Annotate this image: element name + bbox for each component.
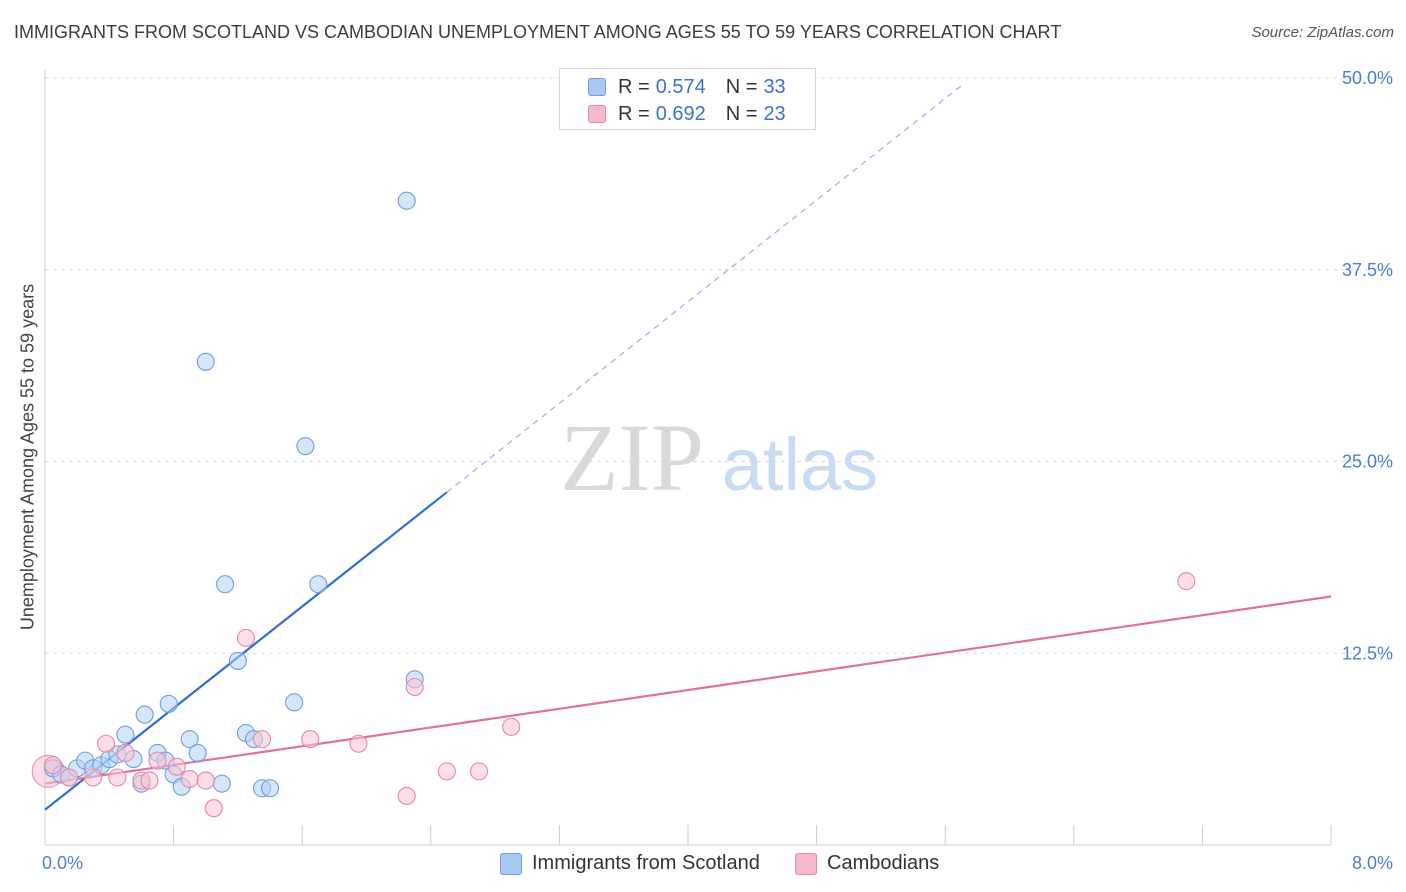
source-label: Source: ZipAtlas.com: [1251, 24, 1394, 41]
point-cambodians: [301, 730, 320, 749]
point-scotland: [188, 743, 207, 763]
scotland-swatch: [588, 78, 606, 96]
point-scotland: [397, 191, 416, 210]
n-value-scotland: 33: [763, 75, 786, 98]
point-cambodians: [437, 762, 456, 781]
chart-title: IMMIGRANTS FROM SCOTLAND VS CAMBODIAN UN…: [14, 22, 1062, 42]
x-tick-label: 8.0%: [1352, 853, 1393, 873]
y-tick-label: 25.0%: [1342, 452, 1393, 472]
point-scotland: [212, 774, 231, 793]
point-scotland: [260, 779, 280, 798]
y-tick-label: 37.5%: [1342, 260, 1393, 280]
point-cambodians: [167, 757, 186, 776]
point-scotland: [180, 730, 199, 749]
point-cambodians: [140, 771, 159, 790]
x-tick-label: 0.0%: [42, 853, 83, 873]
point-cambodians: [397, 786, 416, 805]
data-points: [31, 191, 1196, 818]
point-cambodians: [108, 768, 127, 787]
series-legend-scotland[interactable]: Immigrants from Scotland: [500, 852, 760, 875]
r-label: R =: [618, 102, 650, 125]
point-cambodians: [60, 768, 79, 787]
point-cambodians: [502, 717, 521, 736]
point-cambodians: [349, 734, 368, 753]
point-cambodians: [148, 751, 167, 770]
y-tick-label: 12.5%: [1342, 643, 1393, 663]
point-scotland: [215, 575, 235, 594]
y-tick-label: 50.0%: [1342, 68, 1393, 88]
point-scotland: [296, 437, 315, 456]
point-cambodians: [180, 769, 199, 789]
r-label: R =: [618, 75, 650, 98]
point-cambodians: [196, 771, 215, 790]
watermark: ZIP atlas: [560, 404, 878, 511]
cambodians-legend-label: Cambodians: [827, 852, 940, 874]
scotland-legend-swatch: [500, 852, 522, 875]
cambodians-swatch: [588, 105, 606, 123]
point-scotland: [159, 694, 178, 713]
point-scotland: [116, 725, 135, 744]
trend-line-cambodians: [44, 595, 1332, 785]
point-scotland: [228, 651, 247, 670]
scotland-legend-label: Immigrants from Scotland: [532, 852, 760, 874]
cambodians-legend-swatch: [795, 852, 817, 875]
n-label: N =: [725, 75, 758, 98]
legend-row-scotland: R = 0.574 N = 33: [560, 74, 786, 100]
point-scotland: [309, 575, 328, 594]
legend-row-cambodians: R = 0.692 N = 23: [560, 101, 786, 127]
point-cambodians: [97, 734, 116, 753]
point-cambodians: [204, 799, 223, 818]
point-scotland: [135, 705, 154, 724]
trend-line-scotland-extension: [446, 85, 962, 493]
point-scotland: [196, 352, 215, 371]
n-label: N =: [725, 102, 758, 125]
point-cambodians: [252, 730, 272, 749]
point-cambodians: [1177, 572, 1196, 591]
point-cambodians: [116, 743, 135, 763]
point-cambodians: [469, 762, 489, 781]
point-scotland: [285, 693, 304, 712]
grid-lines: [45, 77, 1392, 654]
point-cambodians: [236, 628, 255, 647]
y-axis-label: Unemployment Among Ages 55 to 59 years: [17, 283, 38, 631]
axes: [44, 70, 1332, 846]
r-value-scotland: 0.574: [655, 75, 706, 98]
series-legend-cambodians[interactable]: Cambodians: [795, 852, 939, 875]
watermark-zip: ZIP: [560, 404, 704, 511]
point-cambodians: [405, 677, 424, 697]
point-cambodians: [84, 768, 103, 787]
correlation-legend: R = 0.574 N = 33 R = 0.692 N = 23: [559, 68, 816, 130]
tick-labels: 12.5% 25.0% 37.5% 50.0% 0.0% 8.0%: [42, 68, 1393, 873]
point-cambodians: [43, 756, 63, 775]
watermark-atlas: atlas: [722, 423, 878, 506]
r-value-cambodians: 0.692: [655, 102, 706, 125]
n-value-cambodians: 23: [763, 102, 786, 125]
